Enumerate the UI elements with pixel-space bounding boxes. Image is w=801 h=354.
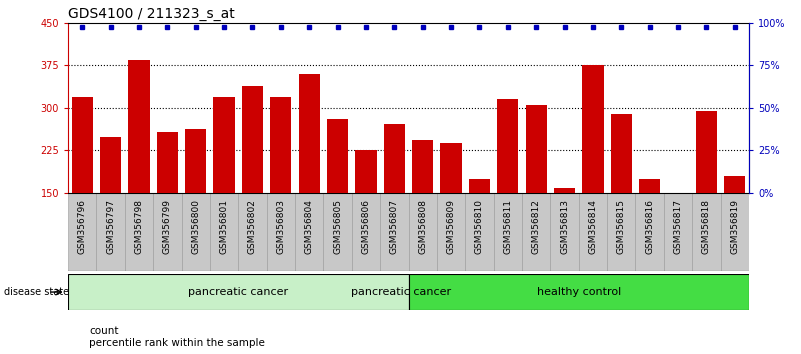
Text: GDS4100 / 211323_s_at: GDS4100 / 211323_s_at xyxy=(68,7,235,21)
Bar xyxy=(242,86,263,278)
Bar xyxy=(721,193,749,271)
Bar xyxy=(667,193,689,278)
Bar xyxy=(441,143,461,278)
Bar xyxy=(469,179,490,278)
Bar xyxy=(182,193,210,271)
Bar xyxy=(153,193,182,271)
Bar xyxy=(267,193,295,271)
Bar xyxy=(610,114,632,278)
Bar xyxy=(125,193,153,271)
Bar xyxy=(68,193,96,271)
Bar xyxy=(96,193,125,271)
Bar xyxy=(214,97,235,278)
Text: GSM356818: GSM356818 xyxy=(702,199,710,254)
Text: GSM356812: GSM356812 xyxy=(532,199,541,254)
Bar xyxy=(239,193,267,271)
Text: count: count xyxy=(89,326,119,336)
Text: GSM356814: GSM356814 xyxy=(589,199,598,254)
Text: GSM356809: GSM356809 xyxy=(447,199,456,254)
Text: GSM356807: GSM356807 xyxy=(390,199,399,254)
Bar xyxy=(299,74,320,278)
Bar xyxy=(352,193,380,271)
Text: GSM356803: GSM356803 xyxy=(276,199,285,254)
Bar xyxy=(550,193,578,271)
Bar xyxy=(465,193,493,271)
Text: GSM356811: GSM356811 xyxy=(503,199,513,254)
Bar xyxy=(522,193,550,271)
Bar xyxy=(384,124,405,278)
Bar xyxy=(185,130,207,278)
Text: GSM356801: GSM356801 xyxy=(219,199,228,254)
Bar xyxy=(128,60,150,278)
Bar xyxy=(327,119,348,278)
Bar xyxy=(157,132,178,278)
Text: GSM356813: GSM356813 xyxy=(560,199,569,254)
Text: GSM356799: GSM356799 xyxy=(163,199,172,254)
Bar xyxy=(493,193,522,271)
Text: GSM356797: GSM356797 xyxy=(107,199,115,254)
Bar xyxy=(696,111,717,278)
Bar xyxy=(578,193,607,271)
Bar xyxy=(635,193,664,271)
Bar xyxy=(409,193,437,271)
Text: GSM356798: GSM356798 xyxy=(135,199,143,254)
Bar xyxy=(497,99,518,278)
Bar xyxy=(409,274,749,310)
Bar xyxy=(664,193,692,271)
Bar xyxy=(692,193,721,271)
Text: healthy control: healthy control xyxy=(537,287,621,297)
Text: disease state: disease state xyxy=(4,287,69,297)
Text: GSM356800: GSM356800 xyxy=(191,199,200,254)
Text: GSM356808: GSM356808 xyxy=(418,199,427,254)
Text: GSM356806: GSM356806 xyxy=(361,199,370,254)
Bar xyxy=(270,97,292,278)
Text: GSM356804: GSM356804 xyxy=(304,199,314,254)
Bar xyxy=(724,176,746,278)
Text: pancreatic cancer: pancreatic cancer xyxy=(352,287,452,297)
Text: GSM356802: GSM356802 xyxy=(248,199,257,254)
Text: pancreatic cancer: pancreatic cancer xyxy=(188,287,288,297)
Text: percentile rank within the sample: percentile rank within the sample xyxy=(89,338,265,348)
Bar xyxy=(380,193,409,271)
Bar xyxy=(582,65,603,278)
Bar xyxy=(437,193,465,271)
Bar xyxy=(525,105,547,278)
Bar xyxy=(210,193,239,271)
Text: GSM356810: GSM356810 xyxy=(475,199,484,254)
Text: GSM356815: GSM356815 xyxy=(617,199,626,254)
Bar xyxy=(554,188,575,278)
Bar xyxy=(412,140,433,278)
Bar xyxy=(639,179,660,278)
Text: GSM356817: GSM356817 xyxy=(674,199,682,254)
Text: GSM356816: GSM356816 xyxy=(645,199,654,254)
Bar xyxy=(71,97,93,278)
Text: GSM356805: GSM356805 xyxy=(333,199,342,254)
Bar xyxy=(100,137,121,278)
Text: GSM356796: GSM356796 xyxy=(78,199,87,254)
Text: GSM356819: GSM356819 xyxy=(731,199,739,254)
Bar xyxy=(356,150,376,278)
Bar xyxy=(607,193,635,271)
Bar xyxy=(295,193,324,271)
Bar xyxy=(324,193,352,271)
Bar xyxy=(68,274,409,310)
